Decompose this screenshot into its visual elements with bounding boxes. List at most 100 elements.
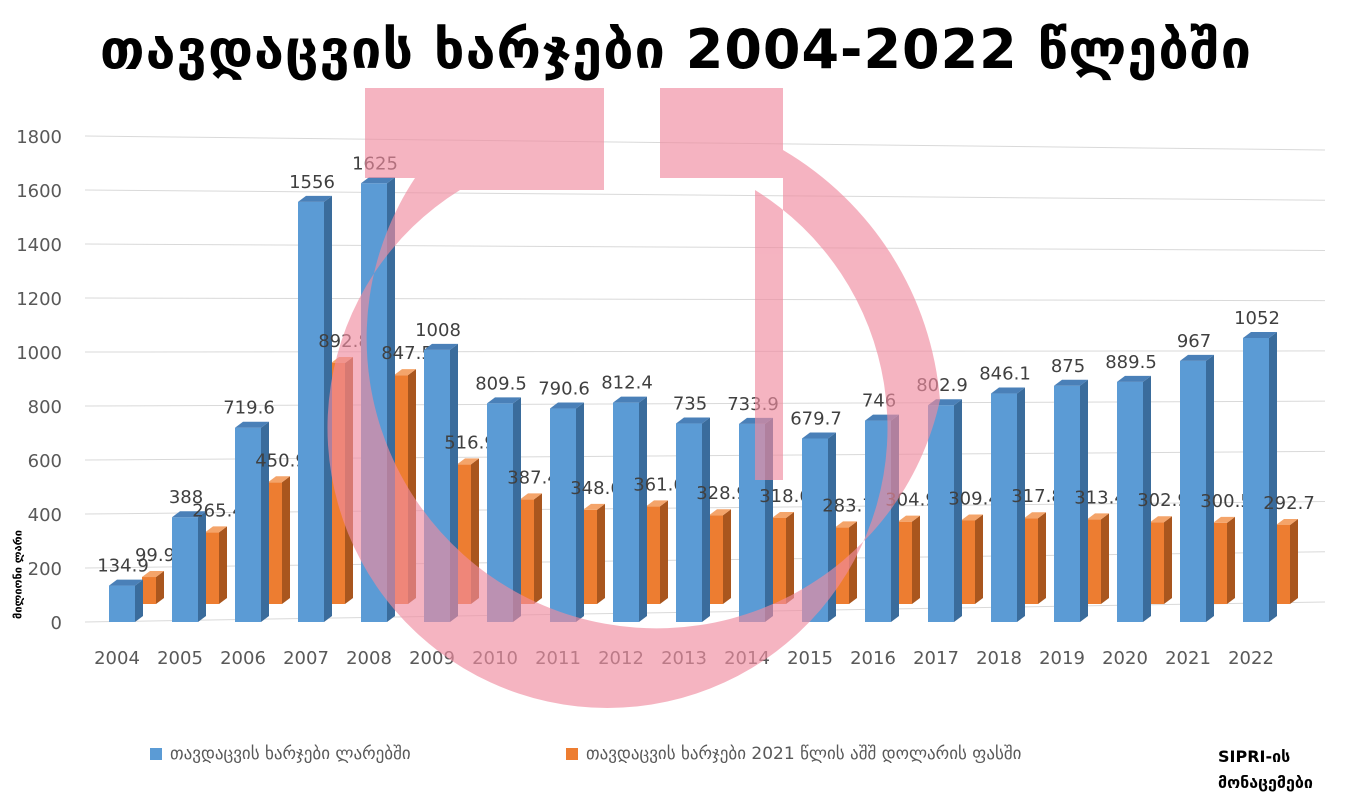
bar-usd-side	[786, 511, 794, 604]
bar-usd	[709, 509, 731, 604]
bar-gel	[928, 399, 962, 622]
gridline	[84, 189, 1326, 201]
bar-gel	[1054, 379, 1088, 622]
data-label-usd: 450.9	[255, 450, 307, 471]
bar-usd-top	[457, 458, 479, 465]
bar-usd-front	[961, 520, 975, 604]
bar-usd	[1087, 513, 1109, 604]
bar-usd-top	[1276, 518, 1298, 525]
bar-usd	[205, 526, 227, 604]
bar-usd	[1213, 516, 1235, 604]
data-label-usd: 361.6	[633, 474, 685, 495]
bar-gel-front	[1243, 337, 1269, 622]
data-label-usd: 847.5	[381, 343, 433, 364]
bar-usd-side	[1038, 512, 1046, 604]
data-label-gel: 719.6	[223, 398, 275, 419]
data-label-usd: 302.9	[1137, 490, 1189, 511]
x-tick-label: 2007	[283, 648, 329, 669]
bar-gel	[550, 402, 584, 622]
bar-usd-top	[268, 476, 290, 483]
bar-gel-side	[1017, 387, 1025, 622]
data-label-gel: 388	[169, 487, 203, 508]
data-label-gel: 735	[673, 394, 707, 415]
y-tick-label: 400	[28, 505, 62, 526]
bar-gel-top	[298, 195, 332, 202]
bar-usd-side	[534, 493, 542, 604]
bar-gel-top	[550, 402, 584, 409]
bar-usd-top	[646, 500, 668, 507]
bar-gel	[298, 195, 332, 622]
bar-gel-front	[1180, 360, 1206, 622]
y-tick-label: 1200	[16, 289, 62, 310]
legend-swatch-blue	[150, 748, 162, 760]
y-tick-label: 200	[28, 559, 62, 580]
bar-usd	[646, 500, 668, 604]
bar-usd	[898, 515, 920, 604]
bar-usd	[520, 493, 542, 604]
bar-usd-front	[520, 499, 534, 604]
bar-gel-top	[172, 511, 206, 518]
bar-usd-front	[1024, 518, 1038, 604]
bar-usd-front	[1213, 522, 1227, 604]
y-tick-label: 600	[28, 451, 62, 472]
bar-usd-front	[646, 506, 660, 604]
x-tick-label: 2008	[346, 648, 392, 669]
y-tick-label: 1800	[16, 127, 62, 148]
data-label-usd: 265.4	[192, 500, 244, 521]
legend-item-usd: თავდაცვის ხარჯები 2021 წლის აშშ დოლარის …	[566, 744, 1021, 764]
gridline	[84, 350, 1326, 353]
bar-gel-front	[109, 585, 135, 622]
gridline	[84, 297, 1326, 302]
bar-gel-side	[1206, 354, 1214, 622]
bar-gel-side	[1269, 331, 1277, 622]
bar-gel-front	[1054, 385, 1080, 622]
data-label-gel: 1052	[1234, 308, 1280, 329]
bar-gel	[172, 511, 206, 622]
bar-usd-top	[1024, 512, 1046, 519]
bar-usd-front	[142, 577, 156, 604]
bar-usd-side	[156, 571, 164, 604]
bar-usd-front	[772, 517, 786, 604]
data-label-gel: 809.5	[475, 373, 527, 394]
bar-usd-side	[912, 515, 920, 604]
legend-label: თავდაცვის ხარჯები 2021 წლის აშშ დოლარის …	[586, 744, 1022, 764]
watermark-logo	[327, 88, 941, 708]
bar-usd	[583, 503, 605, 604]
bar-usd	[268, 476, 290, 604]
data-label-gel: 875	[1051, 356, 1085, 377]
bar-gel-side	[324, 195, 332, 622]
bar-usd	[961, 514, 983, 604]
watermark-shape	[327, 88, 941, 708]
bar-gel-front	[298, 201, 324, 622]
bar-usd-top	[205, 526, 227, 533]
data-label-usd: 387.4	[507, 467, 559, 488]
bar-usd-side	[1227, 516, 1235, 604]
bar-usd-top	[1150, 516, 1172, 523]
bar-usd-side	[597, 503, 605, 604]
data-label-usd: 283.7	[822, 495, 874, 516]
bar-gel-top	[424, 343, 458, 350]
bar-gel	[1117, 375, 1151, 622]
data-label-gel: 812.4	[601, 373, 653, 394]
bar-usd-side	[975, 514, 983, 604]
y-tick-label: 0	[51, 613, 62, 634]
data-label-gel: 1008	[415, 320, 461, 341]
bar-gel	[235, 421, 269, 622]
bar-usd-side	[660, 500, 668, 604]
bar-gel-side	[513, 397, 521, 622]
bar-usd-front	[268, 482, 282, 604]
gridline	[84, 243, 1326, 251]
y-tick-label: 1000	[16, 343, 62, 364]
x-tick-label: 2005	[157, 648, 203, 669]
bar-gel	[1243, 331, 1277, 622]
x-tick-label: 2022	[1228, 648, 1274, 669]
bar-gel-top	[109, 579, 143, 586]
x-tick-label: 2018	[976, 648, 1022, 669]
x-tick-label: 2004	[94, 648, 140, 669]
bar-gel-front	[613, 402, 639, 622]
bar-gel-top	[1243, 331, 1277, 338]
data-label-usd: 348.6	[570, 478, 622, 499]
bar-gel-top	[361, 177, 395, 184]
bar-gel	[109, 579, 143, 622]
bar-gel-side	[576, 402, 584, 622]
